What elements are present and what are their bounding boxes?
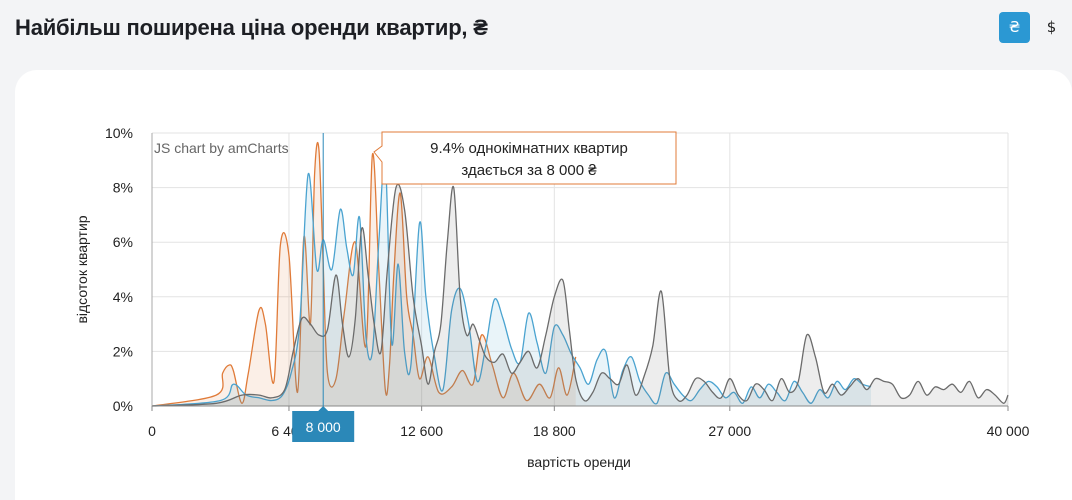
cursor: 8 000 [292, 133, 355, 442]
page-title: Найбільш поширена ціна оренди квартир, ₴ [15, 15, 488, 40]
tooltip-line2: здається за 8 000 ₴ [461, 162, 597, 179]
y-tick-label: 8% [113, 180, 133, 196]
y-tick-label: 6% [113, 234, 133, 250]
currency-uah-button[interactable]: ₴ [999, 12, 1030, 43]
series-2-line[interactable] [151, 183, 1009, 407]
series-areas [151, 142, 1009, 407]
chart-credit[interactable]: JS chart by amCharts [154, 140, 289, 156]
series-2-area[interactable] [152, 184, 1008, 406]
x-tick-label: 40 000 [987, 423, 1030, 439]
tooltip: 9.4% однокімнатних квартир здається за 8 … [373, 131, 677, 185]
currency-usd-button[interactable]: $ [1046, 18, 1057, 36]
cursor-label: 8 000 [306, 419, 341, 435]
x-tick-label: 18 800 [533, 423, 576, 439]
tooltip-box [373, 131, 677, 185]
x-axis-label: вартість оренди [527, 454, 631, 470]
series-0-line[interactable] [151, 142, 577, 407]
header: Найбільш поширена ціна оренди квартир, ₴… [0, 0, 1072, 60]
rent-price-chart[interactable]: 0%2%4%6%8%10%0 6 400 12 600 18 800 27 000 40 … [15, 70, 1072, 486]
cursor-badge [292, 406, 355, 442]
x-tick-label: 27 000 [708, 423, 751, 439]
y-tick-label: 0% [113, 398, 133, 414]
tooltip-line1: 9.4% однокімнатних квартир [430, 140, 628, 157]
x-tick-label: 12 600 [400, 423, 443, 439]
y-tick-label: 10% [105, 125, 133, 141]
y-tick-label: 4% [113, 289, 133, 305]
series-1-area[interactable] [152, 157, 871, 406]
y-axis-label: відсоток квартир [74, 215, 90, 323]
axes: 0%2%4%6%8%10%0 6 400 12 600 18 800 27 000 40 … [105, 125, 1030, 439]
chart-card: 0% 2% 4% 6% 8% 10% 0 6 400 12 600 18 800 27 000 40 … [15, 70, 1072, 500]
x-tick-label: 0 [148, 423, 156, 439]
series-0-area[interactable] [152, 142, 576, 406]
y-tick-label: 2% [113, 343, 133, 359]
